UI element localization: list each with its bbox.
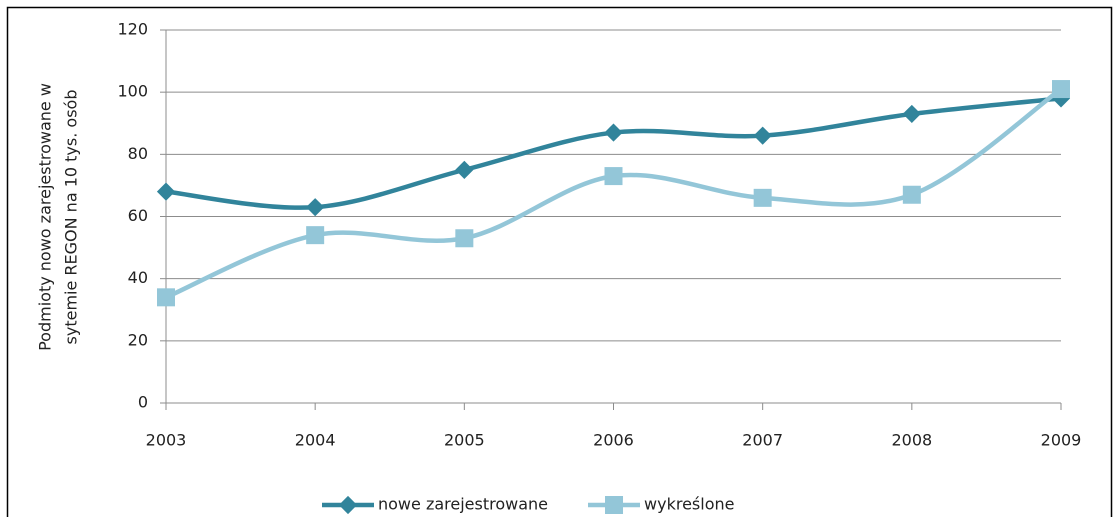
- x-tick-label: 2006: [593, 431, 634, 450]
- marker: [604, 123, 623, 142]
- marker: [753, 188, 772, 207]
- marker: [1052, 80, 1070, 99]
- marker: [306, 226, 325, 245]
- y-tick-label: 40: [128, 268, 148, 287]
- marker: [1051, 89, 1071, 108]
- series-line: [165, 96, 1062, 210]
- frame: [6, 6, 1113, 517]
- marker: [455, 160, 474, 179]
- marker: [455, 229, 474, 248]
- marker: [753, 126, 772, 145]
- x-tick-label: 2003: [146, 431, 187, 450]
- x-tick-label: 2008: [891, 431, 932, 450]
- marker: [902, 104, 921, 124]
- y-tick-label: 100: [117, 82, 148, 101]
- x-tick-label: 2007: [742, 431, 783, 450]
- marker: [306, 198, 325, 217]
- y-tick-label: 0: [138, 393, 148, 412]
- marker: [338, 495, 358, 515]
- y-tick-label: 20: [128, 330, 148, 349]
- x-tick-label: 2009: [1041, 431, 1082, 450]
- y-tick-label: 80: [128, 144, 148, 163]
- y-axis-label: Podmioty nowo zarejestrowane w: [36, 83, 55, 351]
- series-line: [165, 87, 1063, 300]
- marker: [902, 185, 921, 204]
- y-tick-label: 120: [117, 20, 148, 39]
- legend-label: nowe zarejestrowane: [378, 495, 548, 514]
- legend-label: wykreślone: [644, 495, 734, 514]
- marker: [605, 496, 624, 514]
- marker: [157, 288, 175, 307]
- x-tick-label: 2005: [444, 431, 485, 450]
- x-tick-label: 2004: [295, 431, 336, 450]
- y-axis-label: sytemie REGON na 10 tys. osób: [62, 90, 81, 345]
- y-tick-label: 60: [128, 206, 148, 225]
- marker: [156, 182, 176, 201]
- marker: [604, 167, 623, 186]
